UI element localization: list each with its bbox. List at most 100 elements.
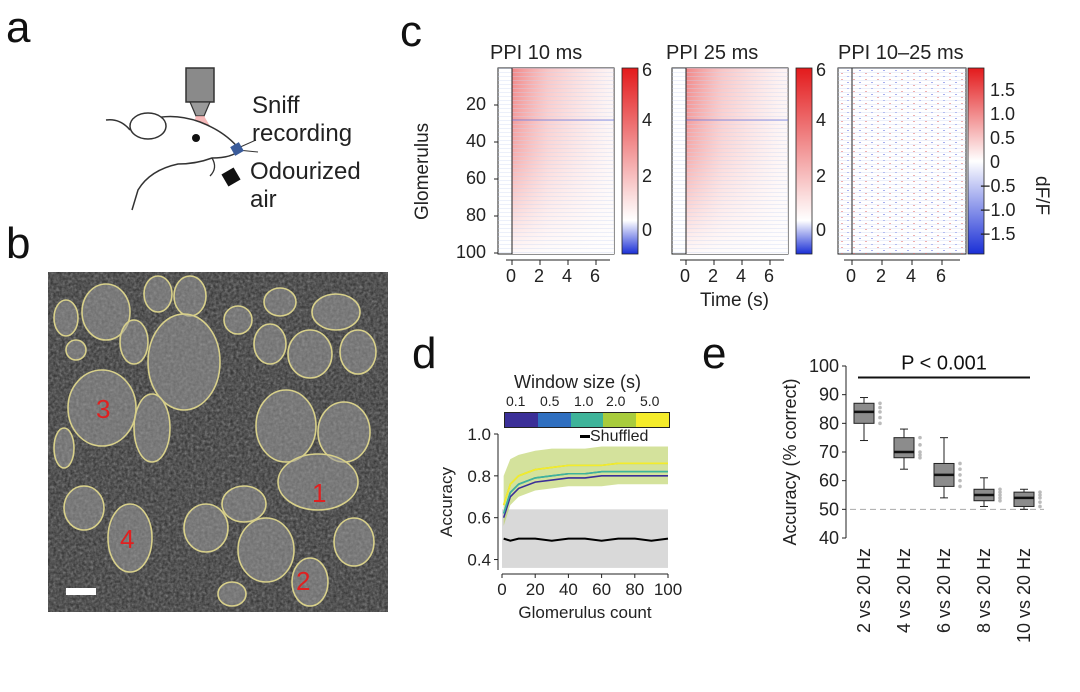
mouse-eye-icon xyxy=(192,134,200,142)
data-point xyxy=(918,450,922,454)
xtick-h3-6: 6 xyxy=(936,266,947,286)
accuracy-band xyxy=(503,446,668,527)
cb1-tick-2: 2 xyxy=(642,166,653,186)
y-tick-label: 90 xyxy=(819,385,839,405)
xtick-h2-0: 0 xyxy=(680,266,691,286)
xtick-h3-2: 2 xyxy=(876,266,887,286)
y-tick-label: 40 xyxy=(819,528,839,548)
heatmap-ppi-diff xyxy=(837,67,967,255)
y-tick-label: 80 xyxy=(819,413,839,433)
cb-swatch-0 xyxy=(505,413,538,427)
sniff-sensor-icon xyxy=(230,142,244,156)
data-point xyxy=(878,410,882,414)
x-tick-label: 40 xyxy=(559,580,578,599)
series-line-5-0 xyxy=(502,462,668,506)
mouse-ear-icon xyxy=(129,112,167,140)
panel-label-b: b xyxy=(6,219,31,268)
region-label-1: 1 xyxy=(312,478,327,508)
y-tick-label: 0.4 xyxy=(467,551,491,570)
cb3-tick-3: 0.5 xyxy=(990,128,1016,148)
region-label-4: 4 xyxy=(120,524,135,554)
xtick-h1-4: 4 xyxy=(562,266,573,286)
y-axis-label: Accuracy (% correct) xyxy=(780,378,800,545)
data-point xyxy=(958,473,962,477)
data-point xyxy=(1038,504,1042,509)
x-tick-label: 20 xyxy=(526,580,545,599)
colorbar-label-dff: dF/F xyxy=(1031,176,1052,216)
heatmap-ppi-10ms xyxy=(497,67,615,255)
series-line-1-0 xyxy=(502,470,668,514)
ws-tick-2: 1.0 xyxy=(574,393,594,409)
data-point xyxy=(958,484,962,489)
data-point xyxy=(998,498,1002,503)
data-point xyxy=(878,401,882,406)
cb-swatch-1 xyxy=(537,413,571,427)
data-point xyxy=(1038,500,1042,504)
y-tick-label: 0.6 xyxy=(467,509,491,528)
xtick-h1-2: 2 xyxy=(534,266,545,286)
cb3-tick-6: −1.0 xyxy=(980,200,1016,220)
heatmap-ylabel: Glomerulus xyxy=(412,122,433,220)
cb3-tick-2: 1.0 xyxy=(990,104,1016,124)
data-point xyxy=(878,405,882,410)
data-point xyxy=(1038,493,1042,497)
objective-icon xyxy=(185,67,215,103)
odourized-air-label: Odourized air xyxy=(250,158,361,213)
panel-label-e: e xyxy=(702,329,727,378)
category-label: 4 vs 20 Hz xyxy=(894,548,914,633)
data-point xyxy=(918,453,922,457)
xtick-h1-0: 0 xyxy=(506,266,517,286)
data-point xyxy=(958,467,962,471)
ytick-80: 80 xyxy=(466,205,487,225)
series-line-0-1 xyxy=(502,475,668,518)
heatmap-title-3: PPI 10–25 ms xyxy=(838,42,964,64)
heatmap-title-1: PPI 10 ms xyxy=(490,42,583,64)
heatmap-xlabel: Time (s) xyxy=(700,290,769,311)
ytick-20: 20 xyxy=(466,94,487,114)
colorbar-1 xyxy=(621,67,639,255)
ws-tick-4: 5.0 xyxy=(640,393,660,409)
x-axis-label: Glomerulus count xyxy=(518,603,652,622)
data-point xyxy=(998,490,1002,494)
data-point xyxy=(918,435,922,440)
heatmap-ppi-25ms xyxy=(671,67,789,255)
xtick-h2-2: 2 xyxy=(708,266,719,286)
cb-swatch-3 xyxy=(603,413,637,427)
data-point xyxy=(958,478,962,483)
x-tick-label: 80 xyxy=(625,580,644,599)
data-point xyxy=(878,415,882,420)
shuffled-legend-swatch xyxy=(580,435,590,439)
cb2-tick-4: 4 xyxy=(816,110,827,130)
data-point xyxy=(918,443,922,447)
y-tick-label: 50 xyxy=(819,499,839,519)
x-tick-label: 0 xyxy=(497,580,506,599)
data-point xyxy=(998,493,1002,497)
region-label-3: 3 xyxy=(96,394,111,424)
data-point xyxy=(998,496,1002,500)
heatmap-panel xyxy=(494,67,985,265)
glomeruli-image xyxy=(48,272,388,612)
category-label: 8 vs 20 Hz xyxy=(974,548,994,633)
heatmap-title-2: PPI 25 ms xyxy=(666,42,759,64)
panel-label-a: a xyxy=(6,3,31,52)
panel-label-d: d xyxy=(412,329,437,378)
colorbar-2 xyxy=(795,67,813,255)
data-point xyxy=(918,455,922,460)
data-point xyxy=(878,421,882,426)
ytick-40: 40 xyxy=(466,131,487,151)
data-point xyxy=(1038,496,1042,500)
y-tick-label: 1.0 xyxy=(467,425,491,444)
xtick-h2-4: 4 xyxy=(736,266,747,286)
box-body xyxy=(1013,491,1035,507)
xtick-h1-6: 6 xyxy=(590,266,601,286)
category-label: 6 vs 20 Hz xyxy=(934,548,954,633)
category-label: 2 vs 20 Hz xyxy=(854,548,874,633)
region-label-2: 2 xyxy=(296,566,311,596)
cb1-tick-0: 0 xyxy=(642,220,653,240)
window-size-colorbar xyxy=(504,412,670,428)
cb2-tick-6: 6 xyxy=(816,60,827,80)
p-value-annotation: P < 0.001 xyxy=(901,352,987,374)
cb3-tick-5: −0.5 xyxy=(980,176,1016,196)
data-point xyxy=(998,487,1002,492)
